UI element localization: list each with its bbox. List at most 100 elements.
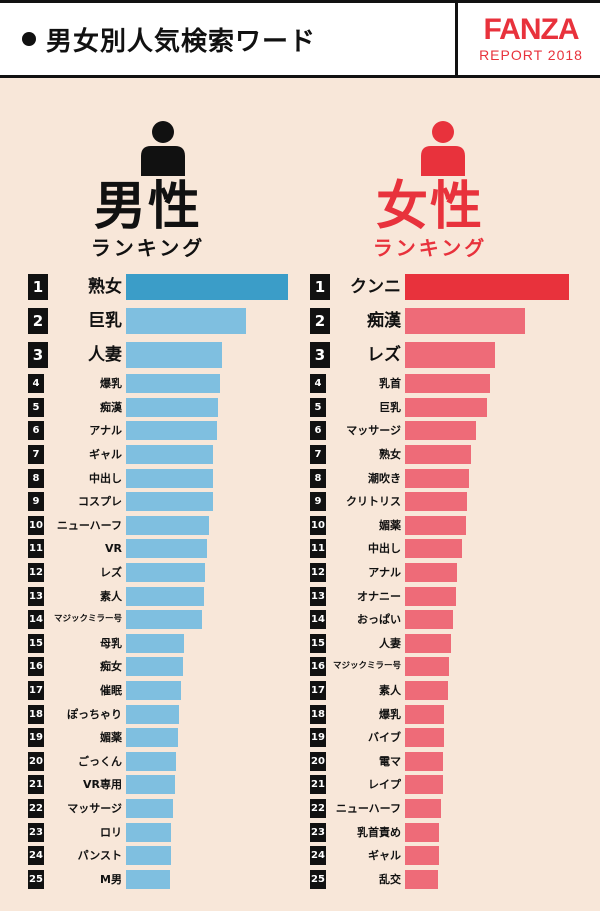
male-rank-bar xyxy=(126,586,204,606)
female-rank-label: ニューハーフ xyxy=(335,802,401,816)
female-rank-row: 13 オナニー xyxy=(310,584,600,608)
male-rank-number: 6 xyxy=(28,421,44,441)
female-rank-row: 5 巨乳 xyxy=(310,396,600,420)
female-rank-number: 10 xyxy=(310,515,326,535)
male-rank-row: 12 レズ xyxy=(28,561,318,585)
male-rank-row: 19 媚薬 xyxy=(28,726,318,750)
male-rank-bar xyxy=(126,515,209,535)
female-rank-row: 8 潮吹き xyxy=(310,466,600,490)
male-rank-bar xyxy=(126,308,246,334)
female-rank-bar xyxy=(405,468,469,488)
male-rank-row: 24 パンスト xyxy=(28,844,318,868)
bullet-dot-icon xyxy=(22,32,36,46)
female-rank-number: 17 xyxy=(310,681,326,701)
male-rank-bar xyxy=(126,728,178,748)
male-rank-label: VR xyxy=(105,542,122,556)
male-rank-bar xyxy=(126,775,175,795)
male-rank-bar xyxy=(126,342,222,368)
male-rank-bar xyxy=(126,822,172,842)
female-rank-label: 潮吹き xyxy=(368,471,401,485)
male-rank-bar xyxy=(126,657,183,677)
male-rank-row: 11 VR xyxy=(28,537,318,561)
female-rank-label: 巨乳 xyxy=(379,400,401,414)
female-rank-bar xyxy=(405,308,525,334)
male-rank-label: 巨乳 xyxy=(88,311,122,331)
male-rank-label: レズ xyxy=(100,566,122,580)
male-rank-number: 1 xyxy=(28,274,48,300)
female-rank-label: クリトリス xyxy=(346,495,401,509)
female-rank-bar xyxy=(405,751,443,771)
male-rank-bar xyxy=(126,681,182,701)
female-rank-bar xyxy=(405,657,450,677)
female-rank-bar xyxy=(405,539,463,559)
female-rank-bar xyxy=(405,775,443,795)
female-rank-number: 23 xyxy=(310,822,326,842)
male-rank-label: ぽっちゃり xyxy=(67,707,122,721)
female-rank-label: アナル xyxy=(368,566,401,580)
female-rank-row: 20 電マ xyxy=(310,750,600,774)
female-rank-bar xyxy=(405,342,496,368)
male-rank-row: 2 巨乳 xyxy=(28,304,318,338)
female-rank-number: 13 xyxy=(310,586,326,606)
male-rank-number: 14 xyxy=(28,610,44,630)
title-box: 男女別人気検索ワード xyxy=(0,3,458,75)
female-rank-number: 2 xyxy=(310,308,330,334)
male-rank-label: ロリ xyxy=(100,825,122,839)
male-rank-number: 5 xyxy=(28,397,44,417)
male-rank-label: ギャル xyxy=(89,448,122,462)
male-rank-bar xyxy=(126,610,203,630)
female-rank-bar xyxy=(405,681,448,701)
male-rank-bar xyxy=(126,633,185,653)
page-title: 男女別人気検索ワード xyxy=(46,26,317,57)
male-rank-bar xyxy=(126,374,220,394)
male-rank-bar xyxy=(126,751,177,771)
male-rank-row: 22 マッサージ xyxy=(28,797,318,821)
male-rank-number: 21 xyxy=(28,775,44,795)
male-rank-number: 12 xyxy=(28,563,44,583)
male-rank-row: 5 痴漢 xyxy=(28,396,318,420)
female-rank-label: 人妻 xyxy=(379,636,401,650)
female-rank-number: 20 xyxy=(310,751,326,771)
male-rank-label: ごっくん xyxy=(78,754,122,768)
male-rank-number: 8 xyxy=(28,468,44,488)
female-rank-label: レイプ xyxy=(368,778,401,792)
female-rank-label: 乱交 xyxy=(379,872,401,886)
male-rank-bar xyxy=(126,846,172,866)
male-rank-bar xyxy=(126,492,214,512)
male-rank-row: 20 ごっくん xyxy=(28,750,318,774)
male-rank-row: 14 マジックミラー号 xyxy=(28,608,318,632)
female-rank-row: 24 ギャル xyxy=(310,844,600,868)
male-rank-label: M男 xyxy=(100,872,122,886)
male-rank-label: 媚薬 xyxy=(100,731,122,745)
female-rank-bar xyxy=(405,397,487,417)
male-rank-number: 25 xyxy=(28,869,44,889)
female-rank-label: 媚薬 xyxy=(379,518,401,532)
male-rank-label: 痴漢 xyxy=(100,400,122,414)
female-rank-row: 15 人妻 xyxy=(310,632,600,656)
female-rank-row: 11 中出し xyxy=(310,537,600,561)
female-rank-bar xyxy=(405,822,440,842)
male-rank-row: 1 熟女 xyxy=(28,270,318,304)
female-rank-label: 爆乳 xyxy=(379,707,401,721)
female-rank-row: 10 媚薬 xyxy=(310,514,600,538)
female-rank-number: 18 xyxy=(310,704,326,724)
male-rank-row: 10 ニューハーフ xyxy=(28,514,318,538)
male-rank-bar xyxy=(126,445,214,465)
female-rank-number: 7 xyxy=(310,445,326,465)
male-rank-number: 7 xyxy=(28,445,44,465)
female-rank-bar xyxy=(405,274,569,300)
male-rank-label: 母乳 xyxy=(100,636,122,650)
male-rank-row: 16 痴女 xyxy=(28,655,318,679)
male-rank-number: 23 xyxy=(28,822,44,842)
male-rank-label: 人妻 xyxy=(88,345,122,365)
male-subtitle: ランキング xyxy=(90,236,206,260)
male-rank-row: 17 催眠 xyxy=(28,679,318,703)
male-rank-number: 16 xyxy=(28,657,44,677)
female-rank-label: おっぱい xyxy=(357,613,401,627)
female-rank-label: クンニ xyxy=(350,277,401,297)
male-rank-bar xyxy=(126,563,206,583)
male-rank-number: 22 xyxy=(28,799,44,819)
male-rank-bar xyxy=(126,704,180,724)
female-rank-bar xyxy=(405,846,440,866)
female-rank-number: 8 xyxy=(310,468,326,488)
